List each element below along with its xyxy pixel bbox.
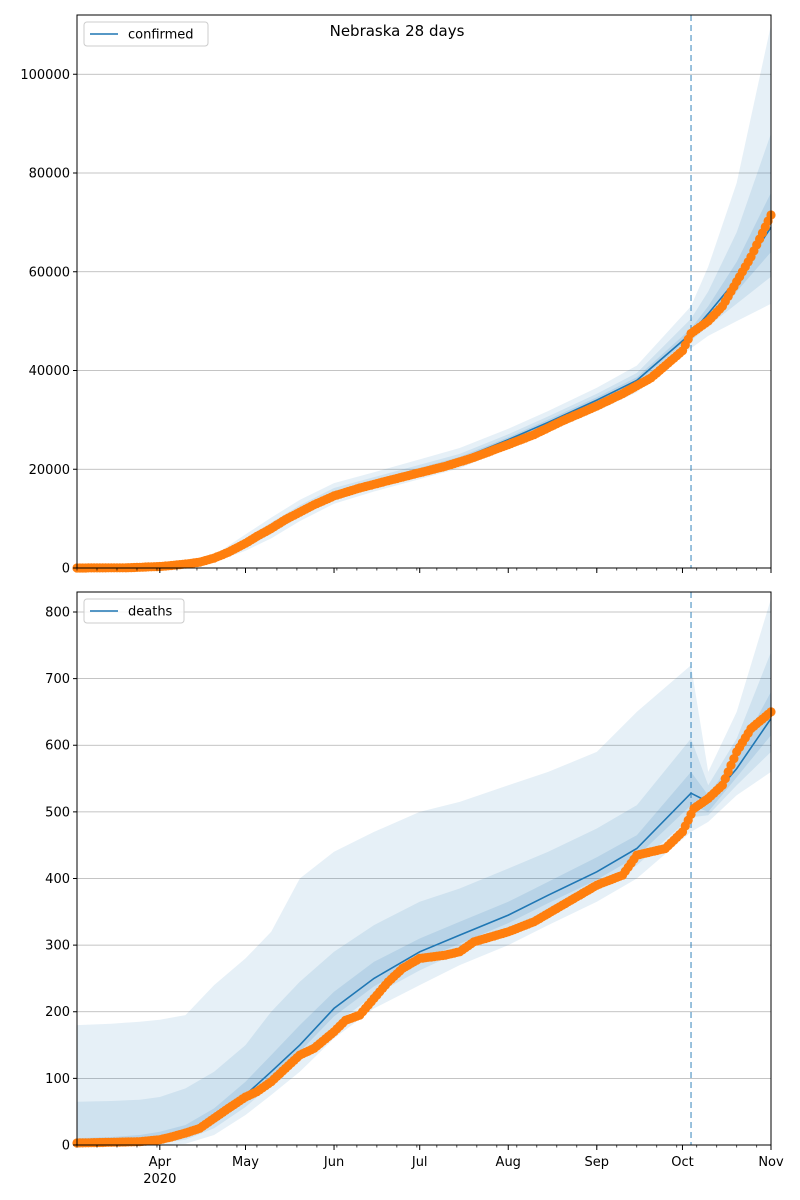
x-tick-label: Oct (671, 1155, 693, 1170)
band-outer (77, 598, 771, 1145)
y-tick-label: 80000 (29, 167, 70, 182)
y-tick-label: 500 (45, 805, 70, 820)
x-tick-label: Jul (411, 1155, 428, 1170)
legend-label: deaths (128, 605, 173, 620)
deaths-panel: 0 100 200 300 400 500 600 700 800 Apr May Jun Jul Aug… (45, 591, 784, 1187)
x-tick-label: Nov (758, 1155, 784, 1170)
x-tick-label: Aug (496, 1155, 521, 1170)
y-tick-label: 600 (45, 739, 70, 754)
y-tick-label: 400 (45, 872, 70, 887)
x-tick-label: Apr (149, 1155, 172, 1170)
y-tick-label: 40000 (29, 364, 70, 379)
y-tick-label: 300 (45, 939, 70, 954)
year-label: 2020 (143, 1172, 176, 1187)
y-tick-label: 800 (45, 605, 70, 620)
axes-frame (76, 591, 772, 1146)
y-tick-label: 60000 (29, 265, 70, 280)
y-tick-label: 200 (45, 1005, 70, 1020)
axes-frame (76, 14, 772, 569)
model-line (77, 226, 772, 569)
x-tick-label: Sep (585, 1155, 610, 1170)
y-tick-label: 700 (45, 672, 70, 687)
y-tick-label: 0 (62, 1139, 70, 1154)
y-tick-label: 20000 (29, 463, 70, 478)
band-outer (77, 24, 771, 568)
figure-title: Nebraska 28 days (330, 22, 465, 40)
confirmed-panel: 0 20000 40000 60000 80000 100000 confirmed (20, 14, 776, 577)
x-tick-label: Jun (323, 1155, 344, 1170)
legend-box (83, 21, 209, 47)
legend-box (83, 598, 185, 624)
x-tick-label: May (232, 1155, 259, 1170)
band-inner (77, 192, 771, 569)
legend-label: confirmed (128, 28, 194, 43)
y-tick-label: 0 (62, 562, 70, 577)
y-tick-label: 100000 (20, 68, 70, 83)
y-tick-label: 100 (45, 1072, 70, 1087)
